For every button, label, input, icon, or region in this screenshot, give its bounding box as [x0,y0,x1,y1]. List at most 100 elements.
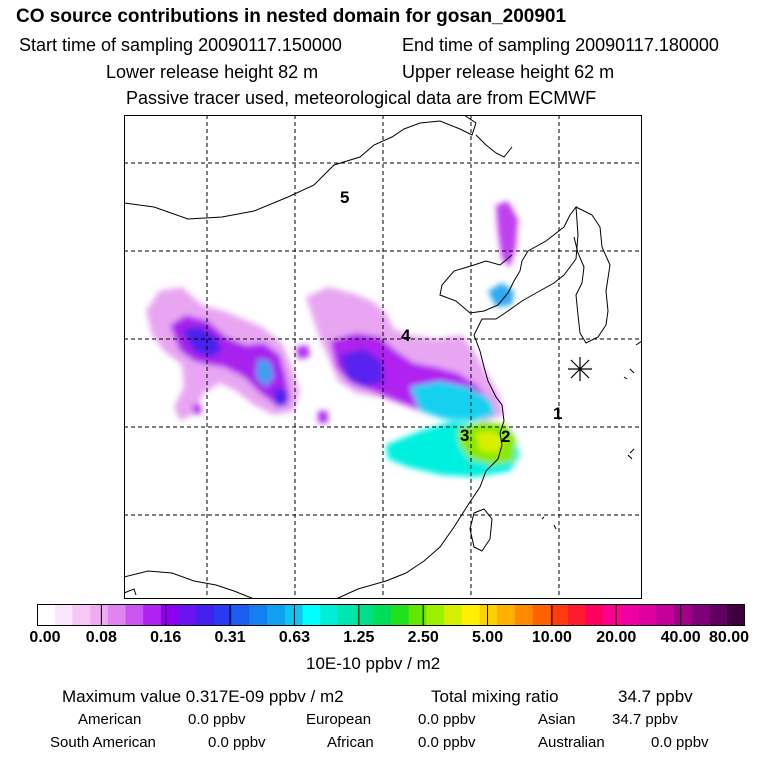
colorbar-cell [143,604,162,626]
plume-west-core [182,327,222,357]
american-label: American [78,711,142,728]
region-label-4: 4 [401,326,411,345]
colorbar-cell [90,604,109,626]
african-value: 0.0 ppbv [418,734,476,751]
european-value: 0.0 ppbv [418,711,476,728]
total-mixing-value: 34.7 ppbv [618,687,693,706]
african-label: African [327,734,374,751]
colorbar-tick-label: 1.25 [343,629,375,646]
colorbar-cell [373,604,392,626]
colorbar [37,604,745,626]
plume-south-yellow [476,431,504,453]
colorbar-cell [178,604,197,626]
colorbar-cell [426,604,445,626]
colorbar-cell [160,604,179,626]
colorbar-cell [514,604,533,626]
colorbar-cell [568,604,586,626]
colorbar-cell [107,604,126,626]
colorbar-cell [125,604,144,626]
mongolia-border [124,115,477,220]
hainan-coast [124,570,255,599]
total-mixing-label: Total mixing ratio [431,687,559,706]
colorbar-cell [355,604,374,626]
european-label: European [306,711,372,728]
plume-shandong [488,283,514,307]
end-sampling-time: End time of sampling 20090117.180000 [402,35,719,55]
colorbar-tick-label: 20.00 [596,629,637,646]
upper-release-height: Upper release height 62 m [402,62,615,82]
asian-value: 34.7 ppbv [612,711,678,728]
colorbar-tick-label: 40.00 [660,629,701,646]
colorbar-cell [408,604,427,626]
colorbar-cell [691,604,710,626]
map-title: CO source contributions in nested domain… [16,6,567,27]
region-label-3: 3 [460,426,469,445]
colorbar-cell [337,604,356,626]
colorbar-cell [320,604,339,626]
colorbar-cell [302,604,321,626]
colorbar-tick-label: 0.08 [85,629,117,646]
colorbar-tick-label: 0.31 [214,629,246,646]
colorbar-cell [550,604,569,626]
colorbar-cell [621,604,640,626]
colorbar-cell [214,604,232,626]
colorbar-cell [54,604,73,626]
colorbar-tick-label: 2.50 [407,629,439,646]
asian-label: Asian [538,711,576,728]
colorbar-cell [37,604,55,626]
plume-west-core-3 [274,387,288,407]
colorbar-cells [37,604,745,626]
colorbar-cell [727,604,745,626]
korea-peninsula [573,206,611,344]
south-american-label: South American [50,734,156,751]
colorbar-cell [674,604,693,626]
colorbar-cell [532,604,551,626]
source-contribution-map: 1 2 3 4 5 [124,115,642,599]
region-label-5: 5 [340,188,349,207]
colorbar-cell [444,604,463,626]
colorbar-tick-label: 10.00 [531,629,572,646]
colorbar-cell [72,604,91,626]
taiwan [469,508,493,552]
colorbar-tick-label: 0.16 [150,629,182,646]
maximum-value: Maximum value 0.317E-09 ppbv / m2 [62,687,344,706]
plume-coast-cyan [410,381,496,421]
tracer-note: Passive tracer used, meteorological data… [126,88,597,108]
colorbar-cell [461,604,480,626]
colorbar-cell [391,604,409,626]
colorbar-cell [267,604,286,626]
start-sampling-time: Start time of sampling 20090117.150000 [19,35,342,55]
region-label-1: 1 [553,404,562,423]
colorbar-cell [603,604,622,626]
colorbar-cell [249,604,268,626]
japan-islands [124,340,642,596]
colorbar-cell [638,604,657,626]
coastlines [124,115,642,599]
colorbar-units: 10E-10 ppbv / m2 [306,654,441,673]
colorbar-cell [284,604,303,626]
plume-west-core-2 [256,359,274,387]
australian-label: Australian [538,734,605,751]
map-frame [124,115,642,599]
colorbar-tick-label: 0.63 [278,629,311,646]
lat-lon-grid [124,115,642,599]
colorbar-cell [231,604,250,626]
colorbar-cell [479,604,498,626]
colorbar-cell [585,604,604,626]
gosan-receptor-marker [568,357,592,381]
northeast-border [475,134,513,158]
australian-value: 0.0 ppbv [651,734,709,751]
colorbar-cell [709,604,728,626]
colorbar-cell [196,604,215,626]
colorbar-tick-label: 0.00 [29,629,61,646]
region-labels: 1 2 3 4 5 [340,188,562,446]
colorbar-cell [656,604,675,626]
region-label-2: 2 [501,427,510,446]
concentration-field [146,201,520,477]
colorbar-tick-label: 5.00 [471,629,504,646]
plume-central-core [340,349,384,387]
american-value: 0.0 ppbv [188,711,246,728]
lower-release-height: Lower release height 82 m [106,62,319,82]
colorbar-cell [497,604,516,626]
colorbar-frame [37,604,745,626]
